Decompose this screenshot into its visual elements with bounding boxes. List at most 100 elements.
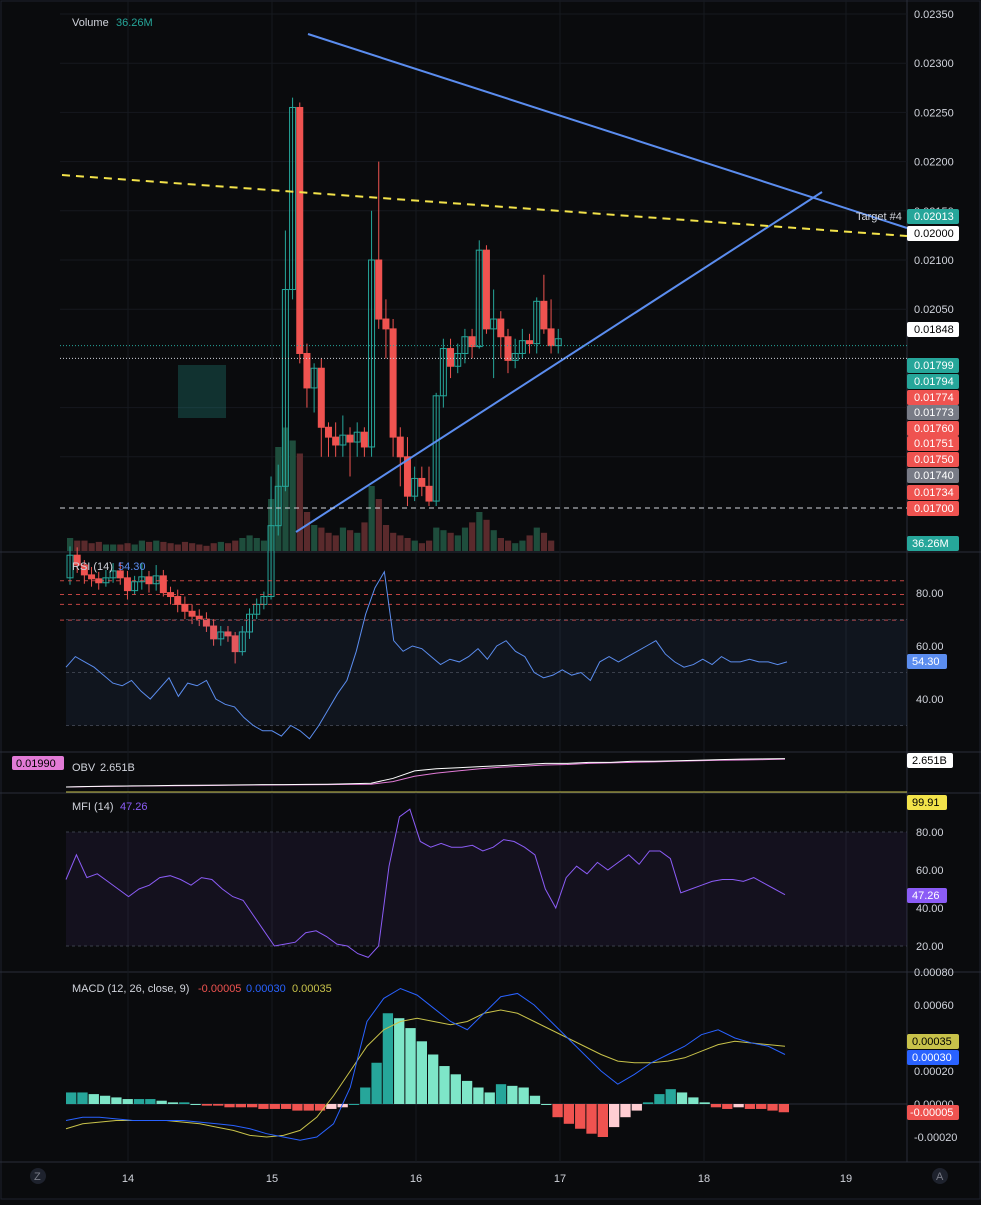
volume-bar — [390, 532, 397, 551]
volume-bar — [246, 535, 253, 551]
macd-hist-bar — [733, 1104, 744, 1108]
price-badge-text: 0.02013 — [914, 211, 954, 223]
macd-hist-bar — [179, 1102, 190, 1104]
candle-body — [475, 249, 483, 348]
target-label: Target #4 — [856, 211, 902, 223]
candle-body — [217, 631, 225, 640]
price-badge-text: 0.01774 — [914, 392, 954, 404]
volume-bar — [124, 543, 131, 551]
volume-bar — [253, 538, 260, 551]
candle-body — [281, 289, 289, 487]
macd-hist-bar — [66, 1092, 77, 1104]
price-badge-text: 0.01734 — [914, 487, 954, 499]
macd-hist-bar — [722, 1104, 733, 1109]
candle-body — [504, 336, 512, 361]
candle-body — [274, 485, 282, 527]
macd-hist-bar — [156, 1100, 167, 1104]
macd-hist-bar — [326, 1104, 337, 1109]
auto-scale-label: A — [936, 1171, 944, 1183]
macd-hist-bar — [280, 1104, 292, 1109]
price-tick-label: 0.02050 — [914, 304, 954, 316]
candle-body — [138, 576, 146, 583]
macd-badge — [907, 1050, 959, 1065]
price-badge — [907, 452, 959, 467]
macd-hist-bar — [507, 1085, 518, 1104]
price-tick-label: 0.02250 — [914, 107, 954, 119]
macd-hist-bar — [122, 1099, 133, 1104]
macd-tick: -0.00020 — [914, 1132, 957, 1144]
candle-body — [382, 318, 390, 330]
macd-hist-bar — [213, 1104, 224, 1106]
volume-bar — [224, 543, 232, 551]
macd-signal-line — [65, 1009, 786, 1138]
volume-bar — [347, 530, 354, 551]
zoom-icon[interactable] — [30, 1168, 46, 1184]
overlays: Target #4 — [60, 33, 908, 621]
candle-body — [267, 525, 275, 598]
macd-hist-bar — [767, 1104, 778, 1111]
macd-hist-bar — [461, 1080, 473, 1104]
macd-hist-bar — [439, 1066, 450, 1104]
volume-bar — [145, 541, 153, 551]
macd-hist-bar — [518, 1087, 529, 1104]
macd-signal-badge — [907, 1034, 959, 1049]
candle-body — [181, 603, 189, 612]
candle-body — [174, 596, 182, 605]
obv-legend-title: OBV — [72, 762, 96, 774]
auto-scale-icon[interactable] — [932, 1168, 948, 1184]
volume-bar — [260, 540, 268, 551]
macd-hist-bar — [642, 1102, 654, 1104]
candle-body — [439, 348, 447, 397]
price-badge — [907, 374, 959, 389]
candle-body — [482, 249, 490, 330]
obv-badge-text: 2.651B — [912, 755, 947, 767]
volume-badge-text: 36.26M — [912, 538, 949, 550]
macd-line — [65, 987, 786, 1141]
macd-hist-bar — [224, 1104, 235, 1108]
price-badge — [907, 421, 959, 436]
candle-body — [511, 352, 519, 361]
macd-hist-bar — [348, 1104, 360, 1105]
candle-body — [497, 318, 505, 338]
volume-bar — [461, 527, 469, 551]
obv-legend-value: 2.651B — [100, 762, 135, 774]
rsi-badge — [907, 654, 947, 669]
volume-bar — [217, 541, 224, 551]
macd-hist-bar — [484, 1092, 495, 1104]
macd-hist-bar — [111, 1097, 122, 1104]
candle-body — [73, 554, 81, 566]
macd-hist-bar — [756, 1104, 767, 1109]
macd-legend-macd: 0.00030 — [246, 983, 286, 995]
macd-hist-bar — [88, 1094, 99, 1104]
price-axis: 0.023500.023000.022500.022000.021500.021… — [907, 9, 959, 1144]
macd-hist-bar — [371, 1062, 382, 1104]
volume-bar — [167, 543, 174, 551]
macd-hist-badge — [907, 1105, 959, 1120]
volume-bar — [325, 532, 332, 551]
candle-body — [526, 340, 534, 345]
candle-body — [210, 625, 218, 640]
volume-bar — [540, 532, 548, 551]
volume-legend-value: 36.26M — [116, 17, 153, 29]
candle-body — [310, 367, 318, 389]
macd-hist-bar — [744, 1104, 756, 1109]
macd-hist-bar — [631, 1104, 642, 1111]
volume-bar — [289, 440, 296, 551]
macd-hist-bar — [269, 1104, 280, 1109]
macd-hist-bar — [167, 1102, 179, 1104]
volume-bar — [411, 540, 418, 551]
macd-hist-bar — [552, 1104, 563, 1118]
time-tick-label: 19 — [840, 1173, 852, 1185]
mfi-legend-value: 47.26 — [120, 801, 148, 813]
candle-body — [195, 615, 203, 620]
candle-body — [296, 106, 304, 354]
candle-body — [88, 574, 96, 580]
candle-body — [152, 575, 160, 585]
price-badge-text: 0.01773 — [914, 407, 954, 419]
candle-body — [332, 436, 340, 446]
price-tick-label: 0.02200 — [914, 157, 954, 169]
time-axis: 14 15 16 17 18 19 — [122, 1173, 852, 1185]
candle-body — [303, 352, 311, 389]
